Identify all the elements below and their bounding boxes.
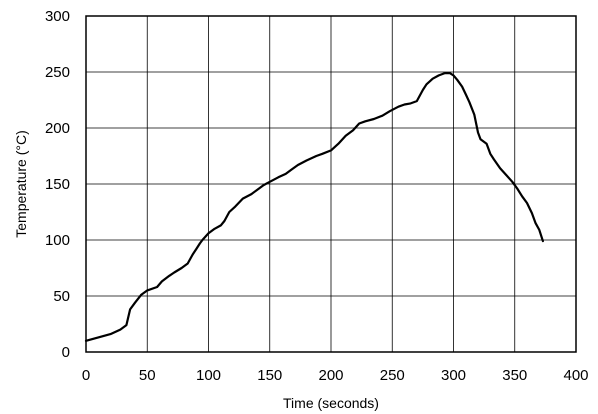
x-tick-label: 0 — [82, 367, 90, 384]
plot-area-border — [85, 15, 577, 353]
x-tick-label: 200 — [318, 367, 343, 384]
x-tick-label: 250 — [380, 367, 405, 384]
x-tick-label: 150 — [257, 367, 282, 384]
y-tick-label: 200 — [45, 120, 70, 137]
x-tick-label: 50 — [139, 367, 156, 384]
x-tick-label: 100 — [196, 367, 221, 384]
y-tick-label: 50 — [53, 288, 70, 305]
y-tick-label: 300 — [45, 8, 70, 25]
y-tick-label: 0 — [62, 344, 70, 361]
y-tick-label: 250 — [45, 64, 70, 81]
x-tick-label: 400 — [563, 367, 588, 384]
y-tick-labels: 0 50 100 150 200 250 300 — [45, 8, 70, 361]
y-tick-label: 150 — [45, 176, 70, 193]
y-axis-title: Temperature (°C) — [13, 130, 29, 238]
x-axis-title: Time (seconds) — [283, 395, 379, 411]
gridlines — [86, 16, 576, 352]
x-tick-labels: 0 50 100 150 200 250 300 350 400 — [82, 367, 589, 384]
x-tick-label: 350 — [502, 367, 527, 384]
y-tick-label: 100 — [45, 232, 70, 249]
temperature-series-line — [84, 72, 544, 342]
x-tick-label: 300 — [441, 367, 466, 384]
